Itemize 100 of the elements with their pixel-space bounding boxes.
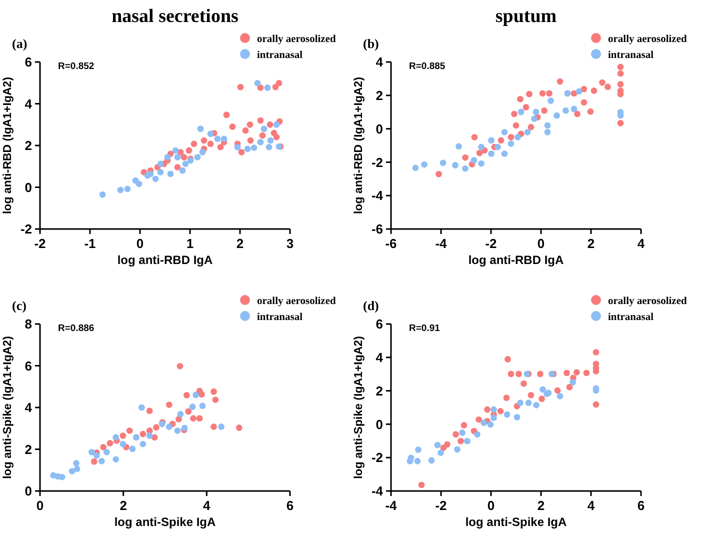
point (257, 84, 264, 91)
point (210, 388, 217, 395)
point (518, 108, 524, 116)
point (459, 430, 466, 436)
point (136, 180, 142, 188)
point (267, 137, 274, 144)
y-tick-label: 6 (376, 316, 383, 332)
point (514, 414, 520, 420)
y-tick-label: 0 (376, 416, 383, 432)
point (176, 416, 182, 422)
y-tick-label: 2 (24, 138, 32, 154)
point (124, 186, 131, 192)
y-tick-label: 4 (24, 96, 33, 112)
point (106, 440, 114, 446)
point (490, 406, 497, 413)
point (587, 108, 594, 115)
x-tick-label: 0 (537, 236, 545, 251)
point (185, 408, 192, 415)
x-tick-label: -6 (385, 236, 397, 251)
annotation: R=0.91 (409, 323, 441, 334)
point (242, 127, 249, 134)
x-tick-label: 4 (203, 498, 212, 513)
point (266, 121, 274, 128)
point (257, 138, 264, 146)
x-tick-label: 2 (236, 236, 244, 251)
point (501, 150, 508, 157)
point (564, 370, 570, 376)
point (476, 150, 483, 156)
x-tick-label: 2 (587, 236, 595, 251)
point (526, 90, 532, 98)
point (539, 90, 546, 97)
point (146, 432, 153, 439)
point (199, 402, 206, 410)
legend-label: orally aerosolized (608, 34, 687, 45)
legend-label: intranasal (608, 312, 654, 323)
point (462, 165, 468, 172)
x-tick-label: 0 (487, 498, 495, 513)
point (504, 411, 510, 418)
point (497, 408, 504, 414)
point (120, 432, 126, 439)
point (266, 144, 272, 150)
point (140, 440, 146, 448)
point (192, 392, 200, 398)
legend-label: orally aerosolized (257, 296, 336, 307)
point (452, 162, 458, 168)
point (480, 420, 487, 426)
point (470, 157, 478, 164)
point (520, 380, 527, 387)
annotation: R=0.886 (58, 323, 94, 334)
point (254, 80, 261, 86)
point (176, 362, 184, 370)
point (460, 422, 468, 428)
point (260, 126, 268, 132)
point (183, 392, 190, 398)
point (164, 154, 171, 160)
x-tick-label: -2 (485, 236, 497, 251)
text: (d) (363, 298, 379, 313)
y-axis-title: log anti-Spike (IgA1+IgA2) (2, 336, 14, 479)
point (570, 379, 576, 386)
point (454, 446, 460, 453)
y-axis-title: log anti-Spike (IgA1+IgA2) (353, 336, 365, 479)
point (574, 110, 580, 118)
point (112, 434, 120, 441)
point (147, 170, 154, 178)
point (554, 387, 561, 394)
x-tick-label: 6 (286, 498, 294, 513)
point (514, 134, 521, 140)
y-tick-label: 4 (24, 400, 33, 416)
point (100, 444, 107, 450)
y-tick-label: 6 (24, 54, 32, 70)
point (207, 140, 214, 148)
point (198, 391, 205, 398)
point (531, 116, 538, 122)
x-axis-title: log anti-Spike IgA (465, 515, 567, 529)
point (592, 349, 600, 356)
point (528, 392, 534, 398)
point (129, 446, 136, 452)
x-tick-label: 0 (136, 236, 144, 251)
y-tick-label: 8 (24, 316, 32, 332)
y-tick-label: -6 (371, 222, 383, 237)
chart-title: nasal secretions (112, 6, 238, 27)
point (556, 392, 564, 400)
point (273, 121, 280, 128)
point (517, 400, 524, 406)
y-axis-title: log anti-RBD (IgA1+IgA2) (2, 76, 14, 214)
y-tick-label: -4 (371, 188, 384, 204)
x-tick-label: 3 (286, 236, 294, 251)
point (488, 150, 494, 157)
point (210, 424, 217, 430)
point (548, 98, 554, 104)
y-tick-label: 6 (24, 358, 32, 374)
point (189, 404, 196, 410)
point (592, 401, 600, 408)
point (574, 369, 580, 376)
point (273, 134, 280, 140)
point (522, 104, 530, 110)
point (93, 452, 100, 459)
point (440, 160, 446, 166)
point (214, 136, 221, 142)
point (533, 402, 540, 408)
